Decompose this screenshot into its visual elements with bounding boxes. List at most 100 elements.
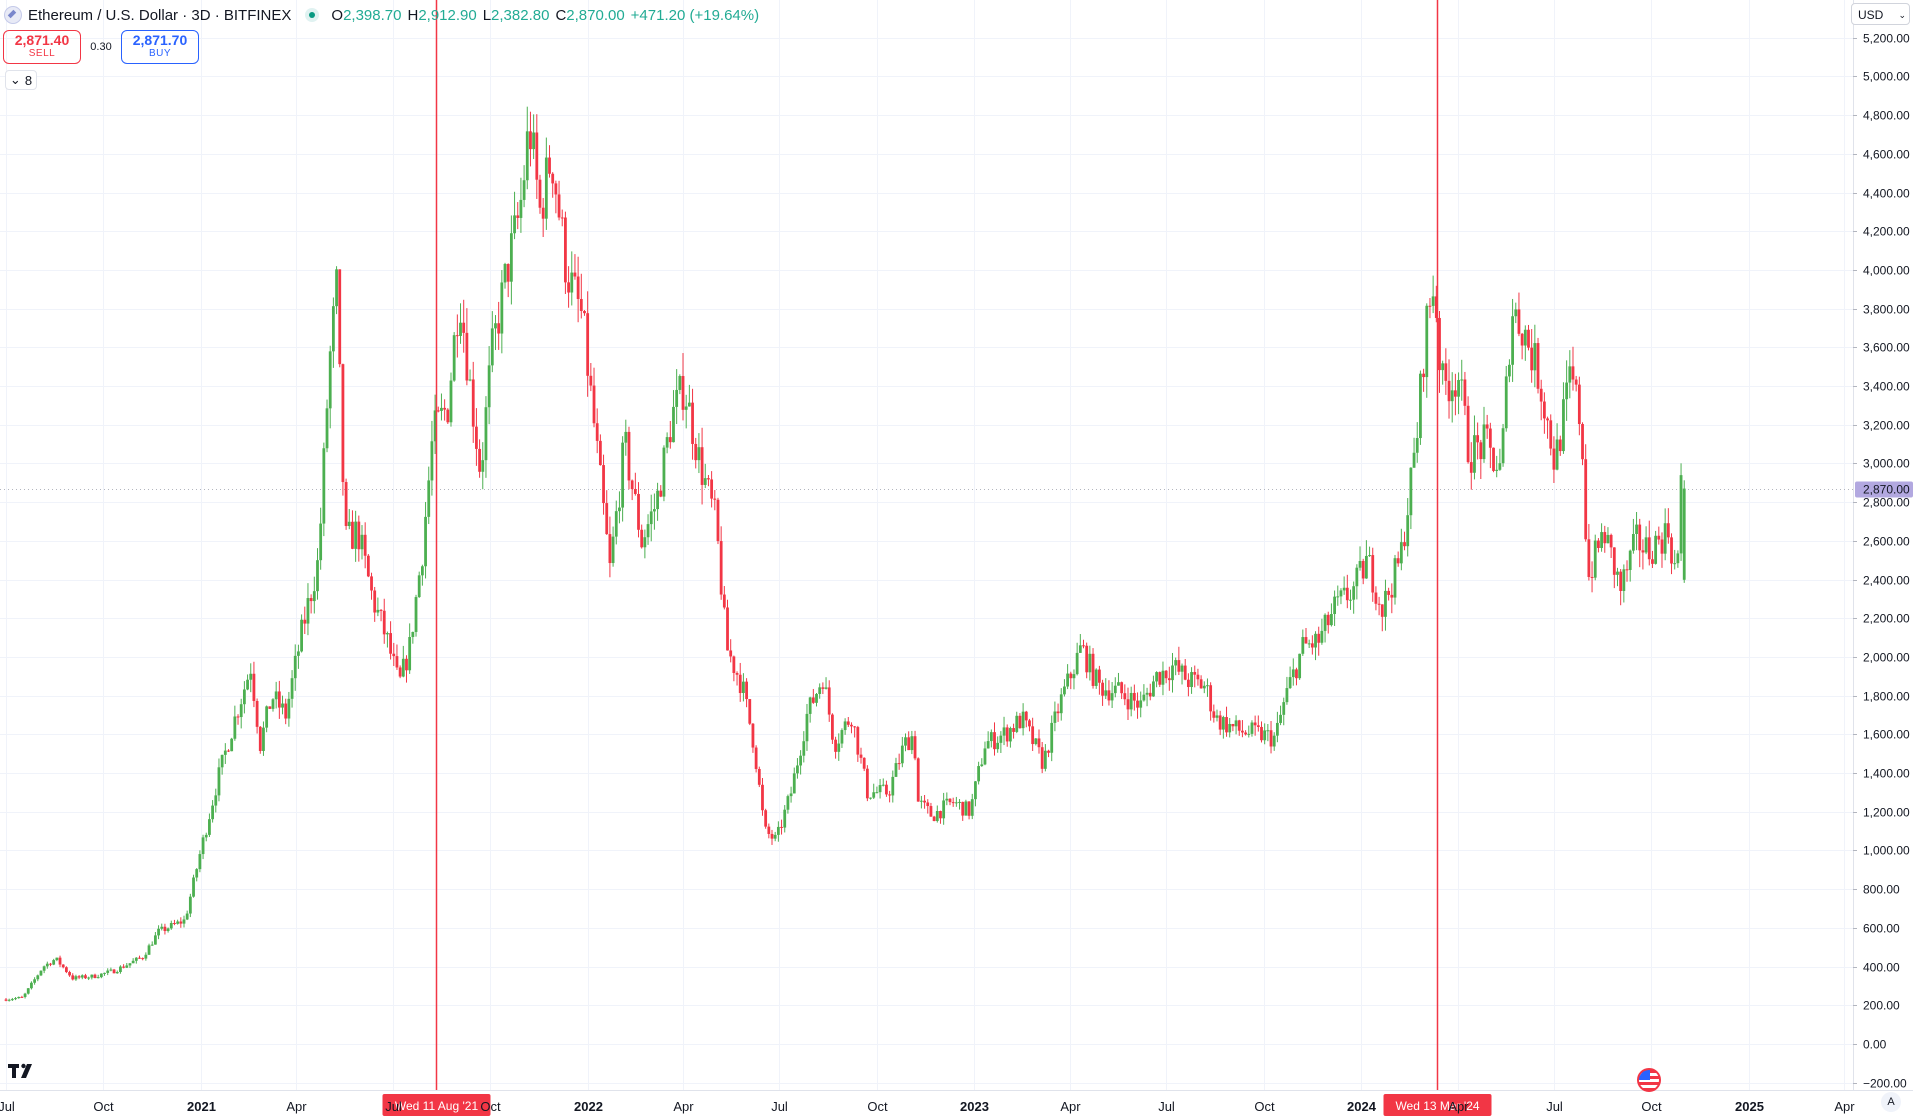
candle-body [192, 877, 195, 897]
candle-body [17, 996, 21, 999]
candle [1368, 546, 1371, 557]
candle-body [119, 966, 122, 973]
candle [1225, 706, 1228, 737]
candle [757, 766, 761, 788]
candle [411, 631, 415, 644]
candle [150, 941, 154, 946]
us-flag-icon[interactable] [1637, 1068, 1661, 1092]
candle [1186, 673, 1190, 697]
candle [624, 419, 628, 456]
sell-button[interactable]: 2,871.40 SELL [3, 30, 81, 64]
candle-body [926, 802, 930, 807]
candle [1409, 467, 1413, 530]
candle-body [1152, 681, 1155, 697]
candle [153, 931, 157, 945]
candle [1641, 539, 1645, 570]
auto-scale-button[interactable]: A [1881, 1092, 1901, 1112]
candle [589, 363, 593, 392]
candle-body [1123, 693, 1127, 700]
candle-body [363, 534, 367, 556]
candle [465, 308, 469, 386]
candle [99, 973, 103, 979]
candle-body [395, 656, 399, 668]
candle-body [1145, 692, 1149, 695]
candle [1317, 626, 1321, 656]
candle [1202, 681, 1206, 694]
candle-body [1565, 382, 1569, 400]
candle-body [61, 964, 65, 968]
candle-body [344, 482, 348, 527]
candle [643, 529, 647, 559]
candle-body [436, 410, 440, 412]
candle-body [773, 834, 777, 839]
candle [198, 850, 202, 873]
candle-body [516, 215, 520, 218]
price-tick-label: 4,400.00 [1863, 187, 1910, 201]
candle-body [999, 735, 1003, 743]
candle-body [570, 272, 574, 293]
candle-body [274, 691, 278, 700]
candle [1364, 540, 1368, 579]
candle-body [1117, 682, 1120, 686]
candle [621, 436, 625, 522]
candle [1307, 639, 1311, 649]
candle [653, 493, 656, 530]
candle [195, 868, 199, 882]
candle-body [1215, 715, 1219, 718]
candle-body [1622, 569, 1626, 591]
candle-body [255, 700, 259, 727]
price-tick-label: 4,800.00 [1863, 109, 1910, 123]
candle-body [1094, 669, 1098, 686]
candle-body [1167, 678, 1171, 681]
candle [119, 965, 122, 974]
candle [208, 813, 211, 838]
candle [1485, 414, 1489, 439]
candle [735, 671, 739, 686]
candle-body [945, 798, 949, 801]
price-tick-label: 600.00 [1863, 922, 1900, 936]
price-tick-label: 4,000.00 [1863, 264, 1910, 278]
buy-button[interactable]: 2,871.70 BUY [121, 30, 199, 64]
candle [1590, 561, 1594, 593]
candle [529, 111, 532, 167]
candle [427, 466, 431, 525]
candle-body [58, 957, 62, 965]
candle-body [331, 306, 335, 352]
candle-body [1660, 539, 1664, 554]
candle [980, 758, 984, 767]
candle [227, 749, 230, 753]
candle-body [112, 969, 116, 974]
tradingview-logo-icon[interactable] [8, 1062, 38, 1078]
candle-body [742, 681, 745, 694]
candle-body [1177, 660, 1181, 672]
candle [1597, 538, 1600, 553]
candle [217, 758, 221, 802]
candle [970, 793, 974, 820]
candle-body [1241, 730, 1244, 733]
candle-body [700, 447, 704, 485]
candle-body [131, 960, 135, 964]
candle [1304, 628, 1308, 644]
candle-body [424, 516, 427, 567]
candle [265, 705, 269, 733]
candle [1123, 684, 1127, 706]
indicators-toggle-button[interactable]: ⌄ 8 [5, 70, 37, 90]
symbol-title[interactable]: Ethereum / U.S. Dollar · 3D · BITFINEX [28, 6, 292, 24]
candle-body [198, 854, 202, 870]
candle [751, 723, 755, 753]
ohlc-values: O2,398.70 H2,912.90 L2,382.80 C2,870.00 … [331, 7, 759, 24]
candle [1206, 678, 1209, 697]
market-status-icon[interactable] [305, 8, 320, 22]
candle [1113, 677, 1117, 698]
candle-body [351, 521, 354, 549]
candle [271, 698, 275, 712]
currency-select[interactable]: USD ⌄ [1851, 3, 1910, 25]
candle [1018, 713, 1022, 729]
candle [1384, 579, 1387, 631]
candle-body [1034, 738, 1038, 745]
candle [1396, 551, 1400, 567]
candle-body [970, 799, 974, 816]
candle [1330, 603, 1333, 627]
candle-body [694, 443, 698, 461]
